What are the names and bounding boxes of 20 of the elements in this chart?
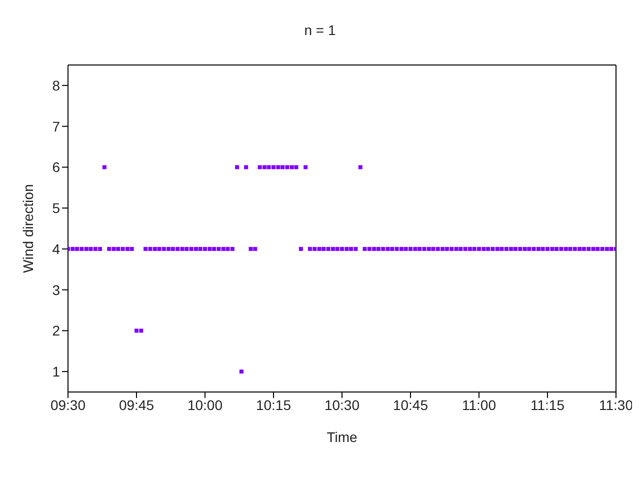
x-tick-label: 10:00 — [187, 396, 223, 413]
y-tick-label: 6 — [52, 159, 60, 176]
x-tick-label: 10:45 — [392, 396, 428, 413]
x-tick-label: 11:30 — [599, 396, 634, 413]
y-tick-label: 7 — [52, 118, 60, 134]
y-tick-label: 2 — [52, 322, 60, 339]
x-tick-label: 11:00 — [462, 396, 496, 413]
x-tick-label: 10:30 — [324, 396, 360, 413]
x-tick-label: 10:15 — [256, 396, 292, 413]
y-tick-label: 4 — [52, 240, 60, 257]
y-tick-label: 5 — [52, 200, 60, 216]
x-tick-label: 09:45 — [118, 396, 154, 413]
y-tick-label: 8 — [52, 77, 60, 94]
y-tick-label: 1 — [52, 364, 60, 380]
x-tick-label: 11:15 — [530, 396, 565, 413]
x-tick-label: 09:30 — [50, 396, 86, 413]
x-axis-title: Time — [326, 429, 358, 445]
chart-title: n = 1 — [303, 22, 337, 38]
y-tick-label: 3 — [52, 282, 60, 298]
y-axis-title: Wind direction — [20, 184, 36, 273]
